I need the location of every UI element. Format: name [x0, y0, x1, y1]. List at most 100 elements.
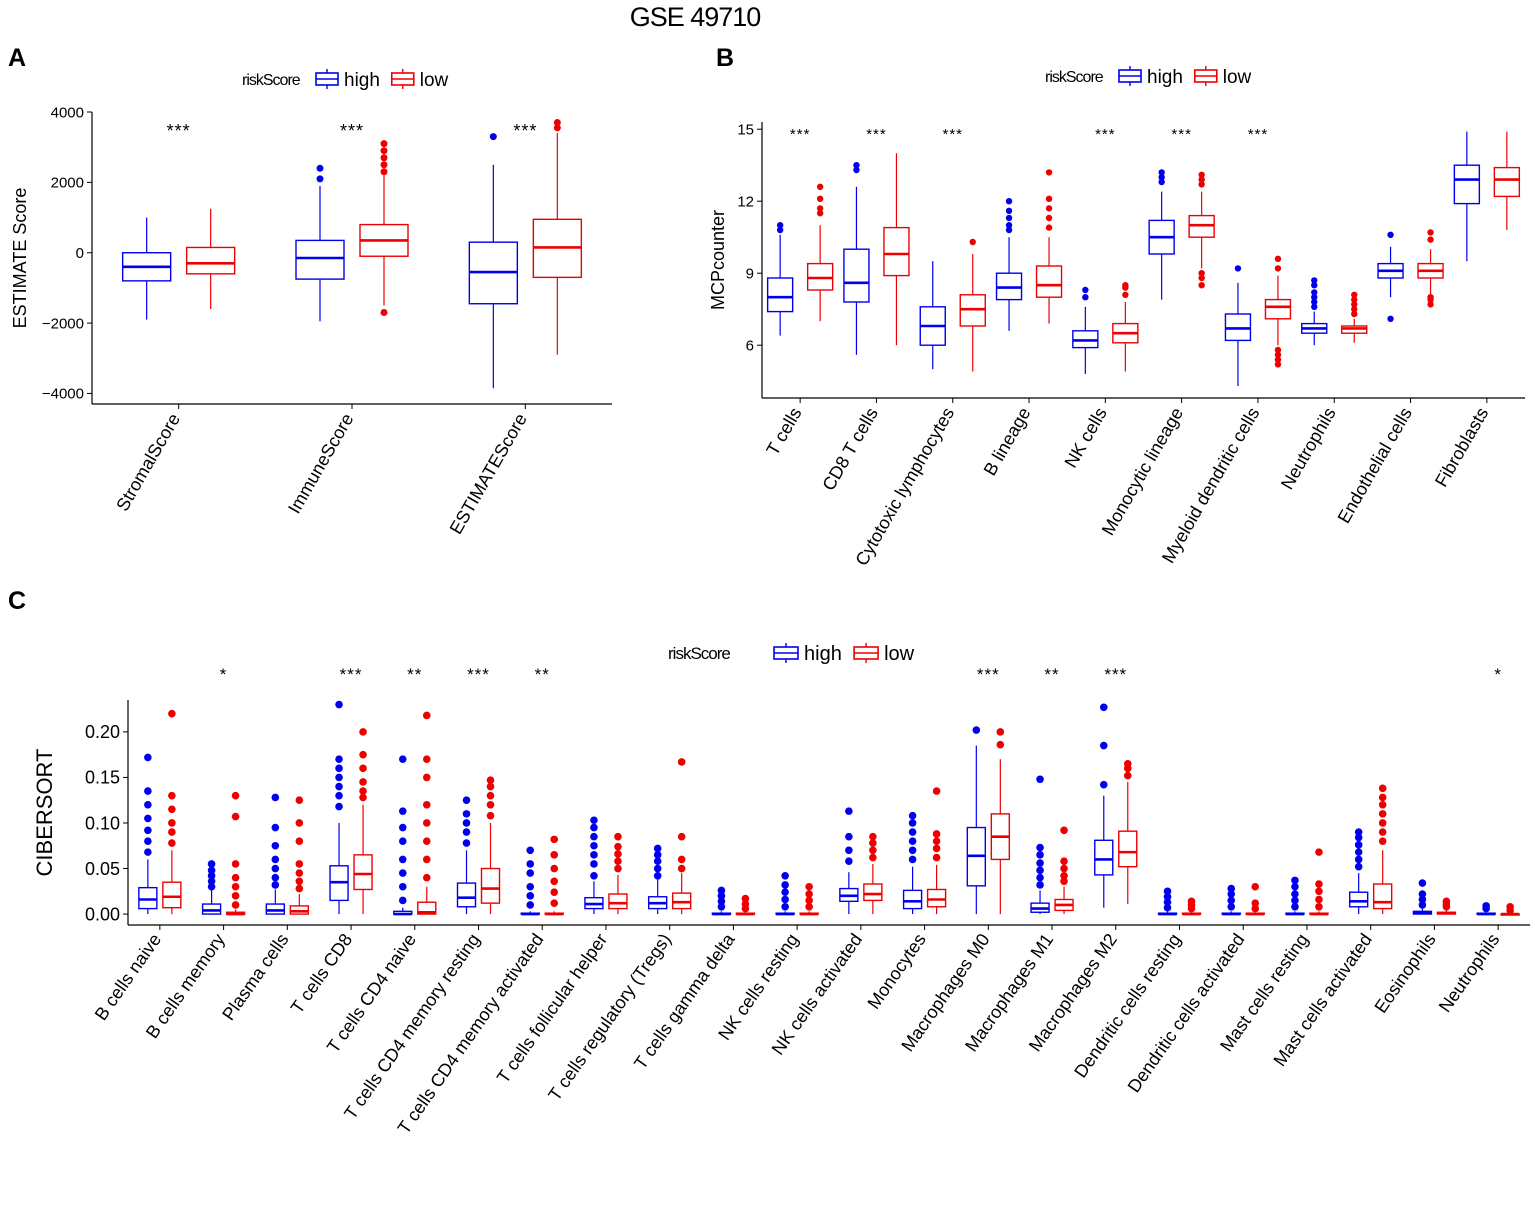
box-high	[265, 903, 286, 915]
outlier-point-high	[717, 902, 726, 911]
outlier-point-low	[422, 773, 431, 782]
outlier-point-high	[1291, 882, 1299, 891]
outlier-point-high	[144, 826, 152, 835]
y-tick-label: −2000	[42, 315, 84, 332]
legend-label-high: high	[1147, 67, 1183, 88]
category-nk-cells: *** NK cells	[1060, 126, 1139, 471]
outlier-point-low	[1060, 857, 1068, 866]
outlier-point-high	[1227, 890, 1236, 898]
x-tick-label: B cells naive	[91, 930, 165, 1024]
outlier-point-high	[1291, 876, 1299, 885]
y-axis-title: CIBERSORT	[32, 749, 57, 877]
outlier-point-high	[590, 832, 598, 841]
outlier-point-high	[1354, 841, 1363, 849]
outlier-point-low	[359, 787, 367, 795]
outlier-point-high	[653, 851, 662, 859]
significance-label: **	[1044, 665, 1059, 684]
outlier-point-low	[816, 205, 824, 212]
legend: riskScore high low	[1045, 66, 1252, 88]
outlier-point-high	[717, 897, 726, 906]
y-tick-label: 2000	[51, 175, 84, 192]
outlier-point-high	[853, 162, 860, 169]
outlier-point-high	[1418, 890, 1427, 898]
box-low	[883, 226, 910, 277]
outlier-point-high	[1005, 207, 1013, 214]
outlier-point-high	[398, 855, 407, 864]
y-tick-label: −4000	[42, 386, 84, 403]
significance-label: ***	[866, 126, 887, 143]
outlier-point-low	[1198, 274, 1205, 282]
y-tick-label: 6	[746, 337, 754, 354]
outlier-point-low	[932, 844, 941, 853]
outlier-point-low	[816, 195, 824, 202]
outlier-point-low	[932, 837, 941, 845]
outlier-point-low	[1274, 255, 1282, 262]
outlier-point-high	[462, 828, 471, 836]
y-tick-label: 0.10	[85, 813, 120, 833]
box-low	[926, 888, 947, 908]
outlier-point-high	[398, 896, 407, 905]
outlier-point-low	[932, 787, 941, 795]
outlier-point-low	[1060, 877, 1068, 886]
outlier-point-low	[869, 846, 877, 855]
outlier-point-high	[335, 802, 343, 811]
outlier-point-low	[614, 842, 622, 851]
box-low	[289, 905, 310, 915]
legend: riskScore high low	[242, 69, 449, 91]
category-myeloid-dendritic-cells: ***Myeloid dendritic cells	[1158, 126, 1292, 566]
outlier-point-low	[1122, 291, 1129, 298]
outlier-point-low	[422, 711, 431, 720]
outlier-point-high	[1311, 282, 1318, 289]
outlier-point-high	[1163, 887, 1172, 896]
legend-label-low: low	[884, 643, 915, 665]
category-estimatescore: *** ESTIMATEScore	[446, 119, 583, 538]
outlier-point-high	[1163, 903, 1172, 912]
outlier-point-low	[422, 873, 431, 882]
outlier-point-high	[335, 700, 343, 709]
category-neutrophils: * Neutrophils	[1435, 665, 1520, 1016]
outlier-point-high	[1291, 890, 1299, 898]
significance-label: ***	[1171, 126, 1192, 143]
outlier-point-high	[526, 860, 535, 868]
outlier-point-low	[231, 892, 240, 900]
outlier-point-low	[1045, 205, 1053, 212]
outlier-point-high	[653, 872, 662, 880]
outlier-point-low	[614, 850, 622, 858]
outlier-point-low	[969, 238, 976, 246]
outlier-point-high	[398, 837, 407, 845]
outlier-point-high	[526, 846, 535, 855]
panel-label-b: B	[716, 44, 734, 72]
outlier-point-high	[781, 902, 789, 911]
outlier-point-low	[1315, 848, 1323, 856]
outlier-point-high	[653, 844, 662, 853]
y-tick-label: 0.15	[85, 768, 120, 788]
outlier-point-high	[653, 864, 662, 873]
outlier-point-high	[590, 816, 598, 825]
outlier-point-low	[1351, 306, 1358, 313]
legend-label-high: high	[804, 643, 842, 665]
outlier-point-low	[295, 869, 304, 877]
outlier-point-low	[380, 309, 388, 317]
outlier-point-low	[1378, 810, 1387, 818]
outlier-point-high	[1482, 902, 1490, 910]
outlier-point-low	[359, 764, 367, 773]
outlier-point-high	[1354, 828, 1363, 836]
outlier-point-low	[553, 124, 561, 132]
outlier-point-high	[908, 828, 917, 836]
significance-label: ***	[1095, 126, 1116, 143]
outlier-point-low	[1274, 361, 1282, 368]
outlier-point-high	[908, 819, 917, 827]
outlier-point-high	[335, 773, 343, 782]
outlier-point-low	[677, 864, 686, 873]
category-mast-cells-activated: Mast cells activated	[1269, 784, 1393, 1070]
outlier-point-low	[168, 828, 176, 836]
outlier-point-high	[1418, 895, 1427, 904]
outlier-point-low	[380, 161, 388, 169]
outlier-point-low	[1427, 229, 1434, 236]
outlier-point-high	[781, 888, 789, 897]
outlier-point-high	[1354, 833, 1363, 842]
box-low	[480, 867, 501, 904]
category-t-cells-follicular-helper: T cells follicular helper	[493, 816, 628, 1087]
outlier-point-low	[168, 819, 176, 827]
category-cytotoxic-lymphocytes: ***Cytotoxic lymphocytes	[851, 126, 986, 569]
